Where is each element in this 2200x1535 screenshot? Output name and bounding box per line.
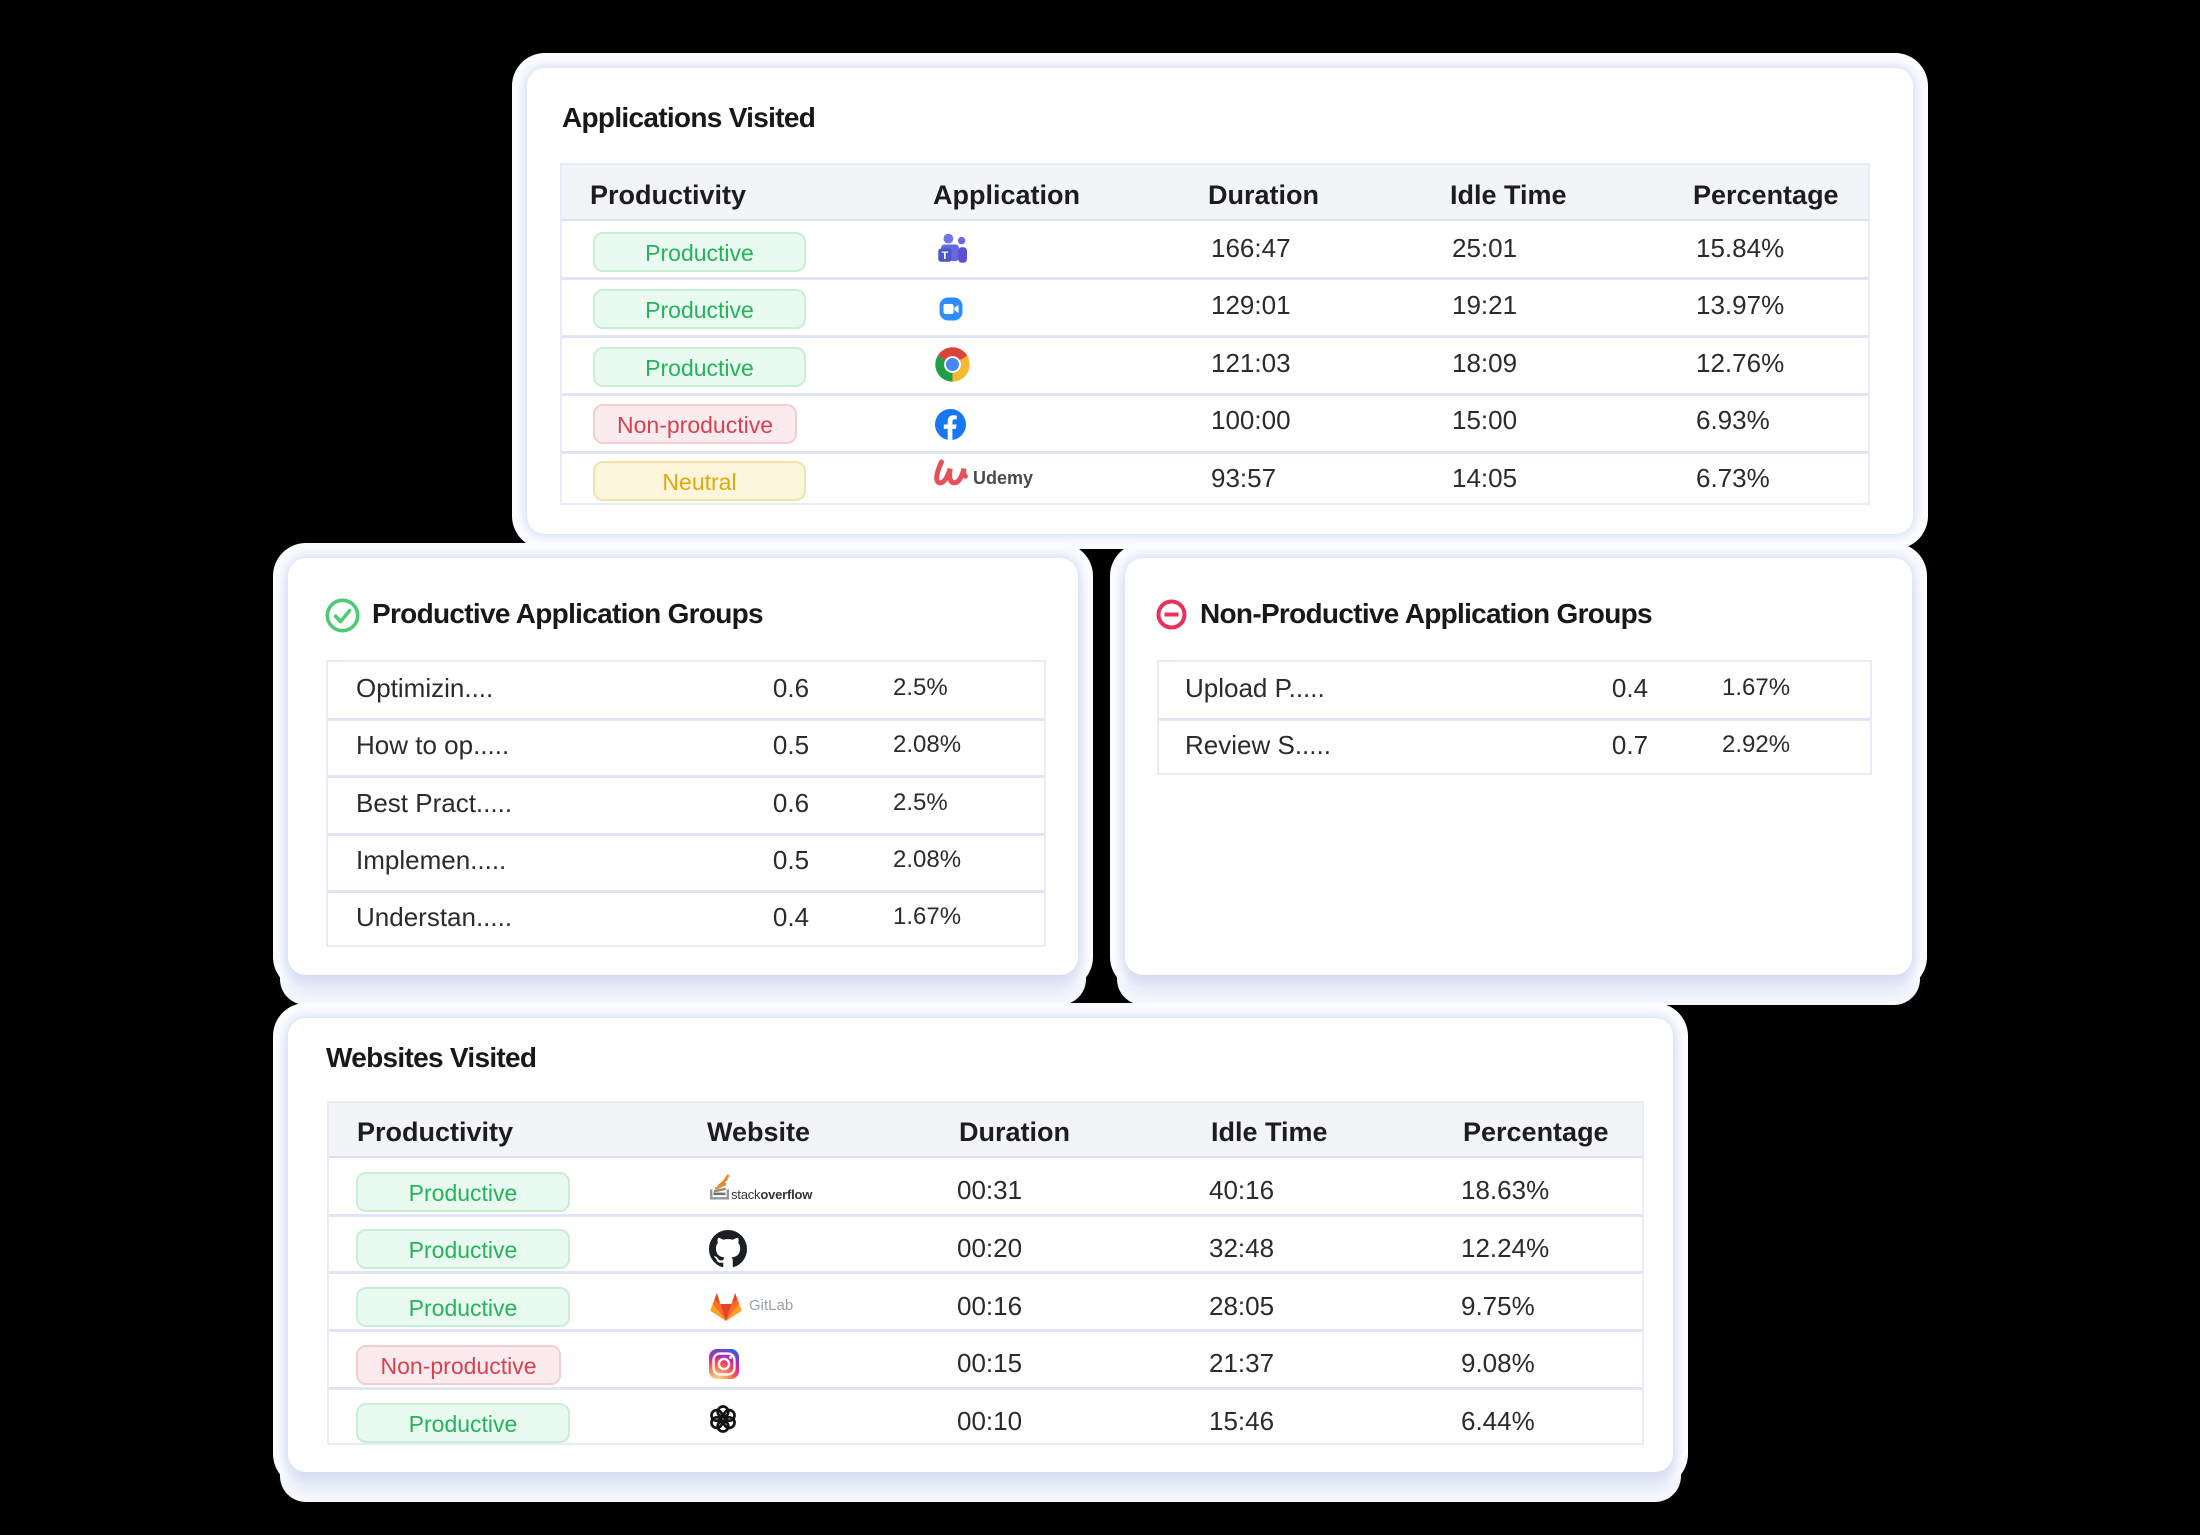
- svg-text:T: T: [942, 250, 949, 262]
